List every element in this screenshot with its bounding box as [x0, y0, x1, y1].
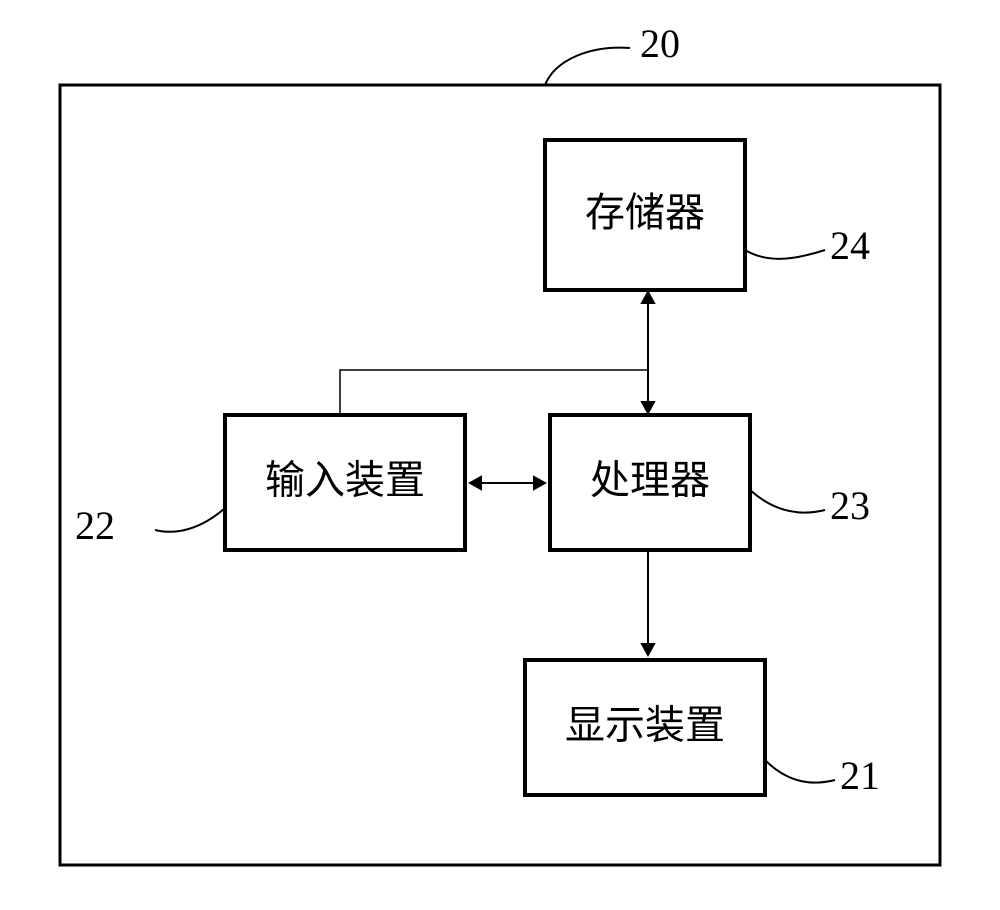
leader-display	[765, 760, 835, 783]
memory-label: 存储器	[585, 190, 705, 235]
outer-ref-label: 20	[640, 21, 680, 66]
leader-memory	[745, 250, 825, 259]
leader-processor	[750, 490, 825, 513]
leader-input	[155, 508, 225, 532]
memory-ref-label: 24	[830, 223, 870, 268]
display-ref-label: 21	[840, 753, 880, 798]
input-ref-label: 22	[75, 503, 115, 548]
display-label: 显示装置	[565, 703, 725, 748]
leader-outer	[545, 48, 630, 85]
arrow-input-processor	[468, 475, 547, 490]
processor-label: 处理器	[590, 458, 710, 503]
input-label: 输入装置	[265, 458, 425, 503]
arrow-processor-memory	[640, 290, 655, 415]
arrow-processor-display	[640, 550, 655, 657]
processor-ref-label: 23	[830, 483, 870, 528]
elbow-connector	[340, 370, 648, 415]
outer-enclosure	[60, 85, 940, 865]
